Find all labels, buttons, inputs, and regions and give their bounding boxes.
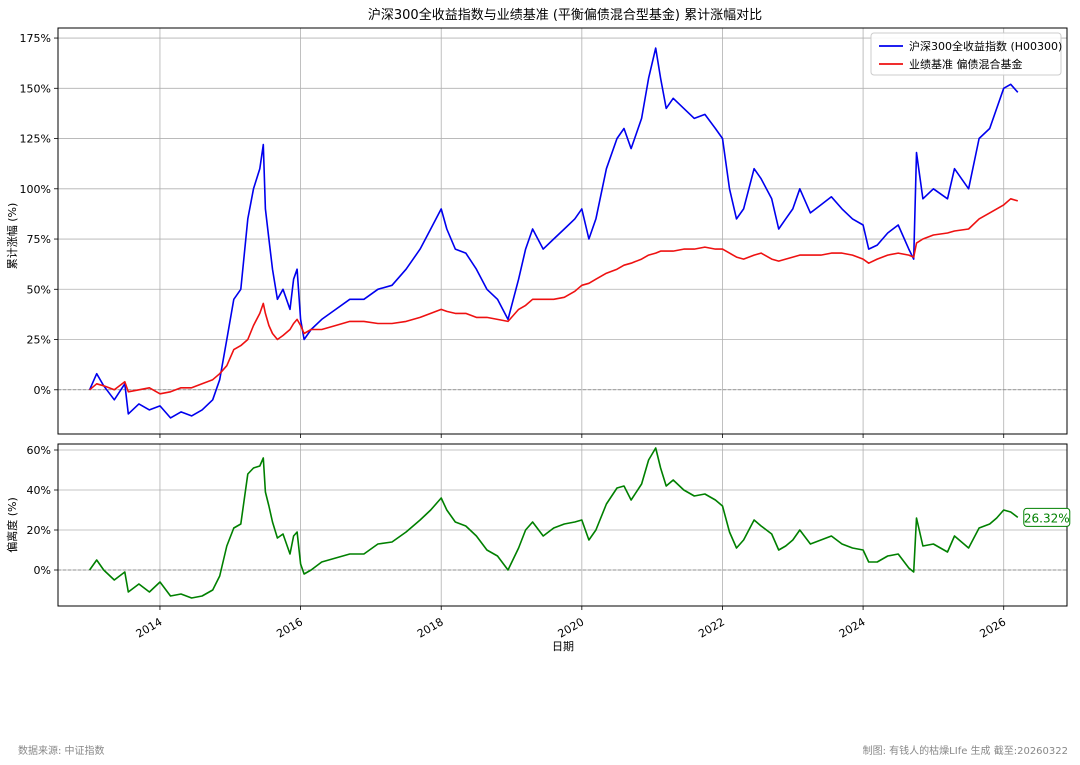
x-tick-label: 2020 [556, 615, 587, 640]
bottom-y-tick-label: 60% [27, 444, 51, 457]
x-tick-label: 2018 [415, 615, 446, 640]
top-y-tick-label: 100% [20, 183, 51, 196]
top-y-tick-label: 25% [27, 334, 51, 347]
legend-label-benchmark: 业绩基准 偏债混合基金 [909, 57, 1023, 71]
chart-title: 沪深300全收益指数与业绩基准 (平衡偏债混合型基金) 累计涨幅对比 [368, 7, 762, 23]
top-plot-area: 0% 25% 50% 75% 100% 125% 150% 175% 沪深300全收益指数 (H… [20, 27, 1068, 438]
x-tick-label: 2026 [977, 615, 1008, 640]
legend-label-index: 沪深300全收益指数 (H00300) [909, 39, 1062, 53]
x-tick-label: 2024 [837, 615, 868, 640]
top-y-tick-label: 125% [20, 133, 51, 146]
bottom-plot-area: 0% 20% 40% 60% 2014 2016 2018 2020 2022 2024 2026 2… [27, 443, 1071, 641]
bottom-y-tick-label: 0% [34, 564, 51, 577]
top-y-tick-label: 50% [27, 283, 51, 296]
credit-note: 制图: 有钱人的枯燥LIfe 生成 截至:20260322 [862, 746, 1068, 757]
top-y-tick-label: 75% [27, 233, 51, 246]
top-y-tick-label: 0% [34, 384, 51, 397]
end-value-label: 26.32% [1024, 511, 1070, 525]
x-tick-label: 2014 [134, 615, 165, 640]
top-y-tick-label: 175% [20, 32, 51, 45]
legend-box [870, 32, 1062, 76]
bottom-y-tick-label: 40% [27, 484, 51, 497]
index-series-line [88, 47, 1019, 419]
x-tick-label: 2022 [696, 615, 727, 640]
top-y-axis-label: 累计涨幅 (%) [6, 203, 19, 270]
legend: 沪深300全收益指数 (H00300) 业绩基准 偏债混合基金 [870, 32, 1062, 76]
data-source-note: 数据来源: 中证指数 [18, 746, 105, 757]
end-value-box [1023, 507, 1071, 527]
top-y-tick-label: 150% [20, 82, 51, 95]
deviation-series-line [88, 447, 1019, 599]
bottom-y-axis-label: 偏离度 (%) [5, 497, 19, 553]
benchmark-series-line [89, 198, 1019, 395]
top-axes-frame [57, 27, 1068, 435]
x-axis-label: 日期 [552, 640, 574, 653]
bottom-y-tick-label: 20% [27, 524, 51, 537]
x-tick-label: 2016 [274, 615, 305, 640]
